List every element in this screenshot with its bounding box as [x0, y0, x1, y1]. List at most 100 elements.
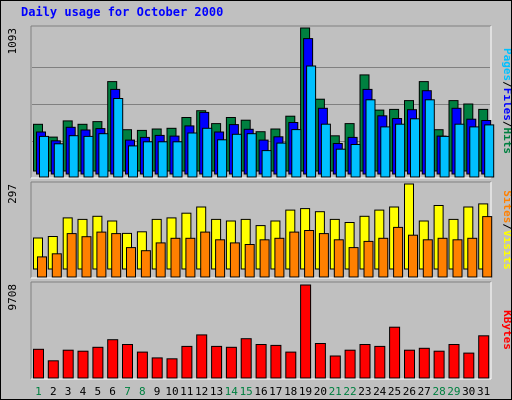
- x-tick-label-day-12: 12: [195, 385, 208, 398]
- bar-pages-day-22: [350, 144, 361, 178]
- bar-pages-day-7: [128, 145, 138, 178]
- bar-pages-day-23: [365, 99, 376, 178]
- x-tick-label-day-22: 22: [343, 385, 356, 398]
- bar-kbytes-day-1: [33, 348, 44, 379]
- x-tick-label-day-9: 9: [154, 385, 161, 398]
- x-tick-label-day-26: 26: [403, 385, 416, 398]
- bar-sites-day-1: [37, 256, 47, 278]
- x-tick-label-day-5: 5: [94, 385, 101, 398]
- x-tick-label-day-16: 16: [254, 385, 267, 398]
- bar-kbytes-day-16: [255, 344, 267, 379]
- bar-kbytes-day-24: [374, 345, 386, 379]
- bar-kbytes-day-20: [314, 343, 326, 379]
- bar-kbytes-day-7: [122, 344, 133, 379]
- panel-kbytes: 9708 KBytes: [6, 281, 511, 380]
- bar-sites-day-23: [363, 240, 374, 278]
- bar-pages-day-14: [231, 133, 242, 178]
- bar-sites-day-22: [348, 247, 359, 278]
- bar-sites-day-25: [393, 226, 404, 278]
- bar-sites-day-30: [467, 237, 478, 278]
- legend-hits_files_pages: Pages/Files/Hits: [501, 48, 511, 154]
- x-tick-label-day-20: 20: [314, 385, 327, 398]
- bar-pages-day-1: [39, 135, 49, 178]
- x-tick-label-day-17: 17: [269, 385, 282, 398]
- bar-kbytes-day-30: [463, 352, 475, 379]
- x-tick-label-day-29: 29: [447, 385, 460, 398]
- bar-kbytes-day-10: [166, 358, 178, 379]
- bar-kbytes-day-22: [344, 349, 356, 379]
- x-tick-label-day-28: 28: [432, 385, 445, 398]
- bar-pages-day-6: [113, 98, 124, 178]
- bar-pages-day-5: [98, 133, 109, 178]
- x-tick-label-day-15: 15: [240, 385, 253, 398]
- bar-kbytes-day-17: [270, 344, 282, 379]
- bar-pages-day-30: [469, 126, 480, 178]
- bar-pages-day-29: [454, 123, 465, 178]
- bar-pages-day-20: [320, 123, 331, 178]
- legend-visits_sites: Sites/Visits: [501, 190, 511, 270]
- y-max-label-kbytes: 9708: [6, 284, 19, 311]
- bar-pages-day-24: [380, 126, 391, 178]
- bar-pages-day-9: [157, 141, 168, 178]
- x-tick-label-day-19: 19: [299, 385, 312, 398]
- bar-pages-day-25: [395, 123, 406, 178]
- legend-entry: Sites: [501, 190, 511, 223]
- x-tick-label-day-14: 14: [225, 385, 239, 398]
- bar-pages-day-31: [484, 124, 495, 178]
- bar-kbytes-day-31: [478, 335, 490, 379]
- x-tick-label-day-11: 11: [180, 385, 193, 398]
- x-tick-label-day-30: 30: [462, 385, 475, 398]
- x-tick-label-day-7: 7: [124, 385, 131, 398]
- bar-sites-day-4: [81, 236, 92, 278]
- bar-kbytes-day-21: [329, 355, 341, 379]
- bar-sites-day-8: [140, 250, 151, 278]
- bar-pages-day-2: [53, 143, 64, 178]
- legend-entry: Files: [501, 88, 511, 121]
- bar-pages-day-18: [291, 129, 302, 178]
- x-tick-label-day-10: 10: [165, 385, 178, 398]
- bar-pages-day-19: [306, 65, 317, 178]
- bar-sites-day-6: [111, 233, 122, 278]
- bar-pages-day-3: [68, 135, 79, 178]
- bar-kbytes-day-2: [47, 360, 59, 379]
- x-tick-label-day-6: 6: [109, 385, 116, 398]
- bar-pages-day-26: [410, 118, 420, 178]
- x-tick-label-day-3: 3: [65, 385, 72, 398]
- bar-kbytes-day-19: [300, 284, 312, 379]
- bar-sites-day-26: [408, 234, 418, 278]
- bar-kbytes-day-11: [181, 345, 193, 379]
- bar-sites-day-24: [378, 237, 389, 278]
- bar-kbytes-day-13: [211, 345, 223, 379]
- bar-sites-day-3: [66, 233, 77, 278]
- bar-sites-day-16: [259, 239, 270, 278]
- bar-sites-day-17: [274, 237, 285, 278]
- bar-kbytes-day-14: [225, 346, 237, 379]
- legend-entry: /: [501, 121, 511, 128]
- bar-kbytes-day-9: [151, 357, 163, 379]
- bar-pages-day-28: [439, 135, 450, 178]
- bar-kbytes-day-15: [240, 338, 252, 379]
- x-tick-label-day-8: 8: [139, 385, 146, 398]
- bar-pages-day-8: [142, 141, 153, 178]
- bar-pages-day-11: [187, 132, 198, 178]
- bar-kbytes-day-26: [404, 349, 415, 379]
- x-tick-label-day-18: 18: [284, 385, 297, 398]
- legend-entry: /: [501, 81, 511, 88]
- bar-pages-day-13: [217, 139, 228, 178]
- bar-kbytes-day-29: [448, 344, 460, 379]
- bar-pages-day-16: [261, 150, 272, 178]
- x-tick-label-day-1: 1: [35, 385, 42, 398]
- x-tick-label-day-23: 23: [358, 385, 371, 398]
- bar-kbytes-day-25: [389, 326, 401, 379]
- x-tick-label-day-21: 21: [329, 385, 342, 398]
- bar-sites-day-31: [482, 216, 493, 278]
- legend-entry: Visits: [501, 230, 511, 270]
- panel-visits_sites: 297 Sites/Visits: [6, 181, 511, 279]
- bar-pages-day-10: [172, 141, 183, 178]
- bar-pages-day-21: [335, 148, 346, 178]
- legend-entry: Hits: [501, 128, 511, 155]
- bar-sites-day-15: [244, 244, 255, 278]
